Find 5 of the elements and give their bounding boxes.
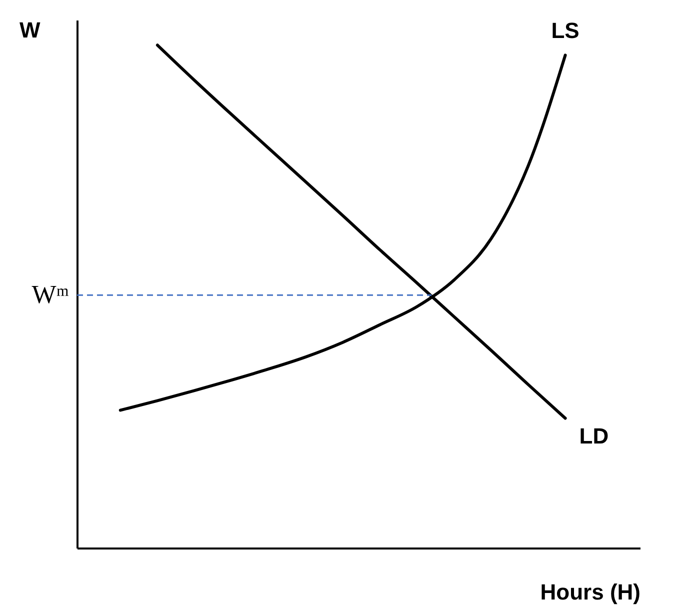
ref-line-label: Wᵐ — [32, 280, 70, 310]
x-axis-title: Hours (H) — [540, 580, 640, 604]
y-axis-title: W — [20, 18, 40, 42]
series-label: LS — [551, 18, 580, 44]
series-label: LD — [579, 423, 609, 448]
